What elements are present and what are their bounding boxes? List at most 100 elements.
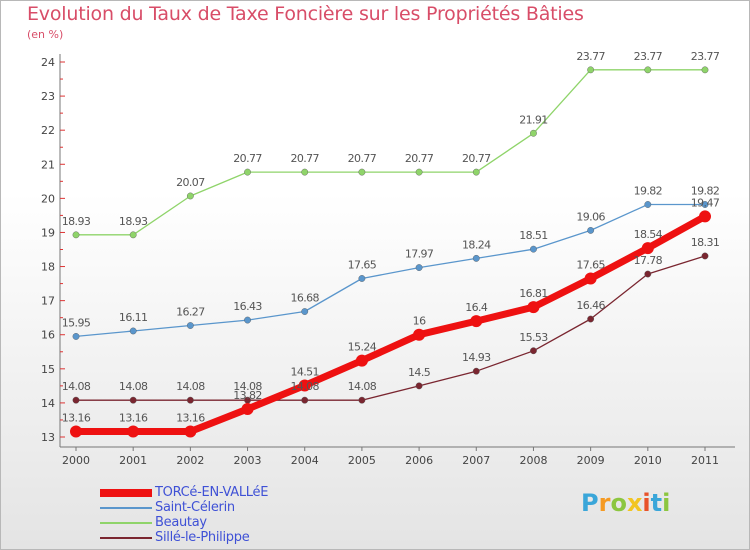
data-point <box>358 168 366 176</box>
y-tick-label: 13 <box>41 431 55 444</box>
data-point <box>470 315 483 328</box>
data-point <box>186 192 194 200</box>
data-label: 16 <box>413 315 426 328</box>
data-label: 13.16 <box>176 412 205 425</box>
data-point <box>72 333 80 340</box>
data-label: 14.08 <box>62 380 91 393</box>
y-tick-label: 21 <box>41 158 55 171</box>
data-label: 14.08 <box>348 380 377 393</box>
data-label: 15.53 <box>519 331 548 344</box>
logo-letter: P <box>581 489 599 517</box>
data-point <box>129 231 137 239</box>
data-point <box>641 242 654 255</box>
data-label: 14.93 <box>462 351 491 364</box>
legend-swatch <box>100 489 152 497</box>
x-tick-label: 2005 <box>348 454 376 467</box>
legend-label: Saint-Célerin <box>155 500 235 515</box>
series-line <box>76 213 707 435</box>
chart-title: Evolution du Taux de Taxe Foncière sur l… <box>27 3 584 25</box>
data-label: 14.5 <box>408 366 431 379</box>
x-tick-label: 2010 <box>634 454 662 467</box>
logo-letter: i <box>662 489 671 517</box>
data-label: 17.65 <box>348 258 377 271</box>
data-point <box>298 379 311 392</box>
data-point <box>355 354 368 367</box>
data-point <box>70 425 82 438</box>
data-point <box>701 252 709 260</box>
data-point <box>472 367 480 375</box>
x-tick-label: 2004 <box>291 454 319 467</box>
data-label: 19.82 <box>634 185 663 198</box>
data-point <box>244 316 251 324</box>
data-point <box>358 396 366 404</box>
data-point <box>644 270 652 278</box>
data-point <box>129 396 137 404</box>
data-label: 17.78 <box>634 254 663 267</box>
data-point <box>472 168 480 176</box>
data-point <box>530 245 537 253</box>
data-label: 17.65 <box>576 258 605 271</box>
data-point <box>701 201 709 208</box>
data-point <box>587 227 595 234</box>
logo-letter: i <box>642 489 651 517</box>
data-point <box>699 210 711 223</box>
data-label: 23.77 <box>691 50 720 63</box>
y-tick-label: 23 <box>41 90 55 103</box>
data-label: 14.08 <box>233 380 262 393</box>
data-point <box>72 231 80 239</box>
series-line <box>75 203 705 338</box>
data-label: 21.91 <box>519 113 548 126</box>
data-point <box>72 396 80 404</box>
data-label: 13.16 <box>62 412 91 425</box>
data-label: 19.82 <box>691 185 720 198</box>
legend-label: TORCé-EN-VALLéE <box>155 485 269 500</box>
data-point <box>127 425 140 438</box>
data-label: 14.08 <box>290 380 319 393</box>
data-point <box>244 168 251 176</box>
data-label: 17.97 <box>405 248 434 261</box>
data-point <box>301 308 309 315</box>
y-tick-label: 15 <box>41 363 55 376</box>
data-label: 20.77 <box>348 152 377 165</box>
data-label: 20.77 <box>462 152 491 165</box>
x-tick-label: 2011 <box>691 454 719 467</box>
data-label: 18.31 <box>691 236 720 249</box>
data-point <box>129 327 137 335</box>
chart-subtitle: (en %) <box>27 28 64 41</box>
data-label: 13.82 <box>233 389 262 402</box>
data-label: 20.77 <box>233 152 262 165</box>
data-point <box>301 396 309 404</box>
data-label: 16.46 <box>576 299 605 312</box>
x-tick-label: 2001 <box>119 454 147 467</box>
data-label: 15.95 <box>62 316 91 329</box>
data-point <box>527 301 540 314</box>
series-line <box>76 255 706 401</box>
y-tick-label: 24 <box>41 56 55 69</box>
data-label: 14.08 <box>119 380 148 393</box>
data-point <box>584 272 597 285</box>
data-label: 18.93 <box>62 215 91 228</box>
x-tick-label: 2003 <box>234 454 262 467</box>
data-point <box>587 315 595 323</box>
data-point <box>415 382 423 390</box>
legend-label: Sillé-le-Philippe <box>155 530 250 545</box>
data-point <box>644 66 652 74</box>
legend-swatch <box>100 507 152 509</box>
data-point <box>358 275 366 282</box>
data-label: 16.27 <box>176 306 205 319</box>
x-tick-label: 2000 <box>62 454 90 467</box>
data-point <box>186 396 194 404</box>
data-point <box>644 201 652 208</box>
y-tick-label: 18 <box>41 261 55 274</box>
legend-swatch <box>100 537 152 539</box>
proxiti-logo: Proxiti <box>581 489 670 517</box>
data-label: 14.51 <box>290 366 319 379</box>
data-label: 15.24 <box>348 341 377 354</box>
data-label: 23.77 <box>576 50 605 63</box>
data-label: 18.54 <box>634 228 663 241</box>
y-tick-label: 22 <box>41 124 55 137</box>
data-label: 20.77 <box>405 152 434 165</box>
logo-letter: x <box>626 489 643 517</box>
x-tick-label: 2008 <box>519 454 547 467</box>
